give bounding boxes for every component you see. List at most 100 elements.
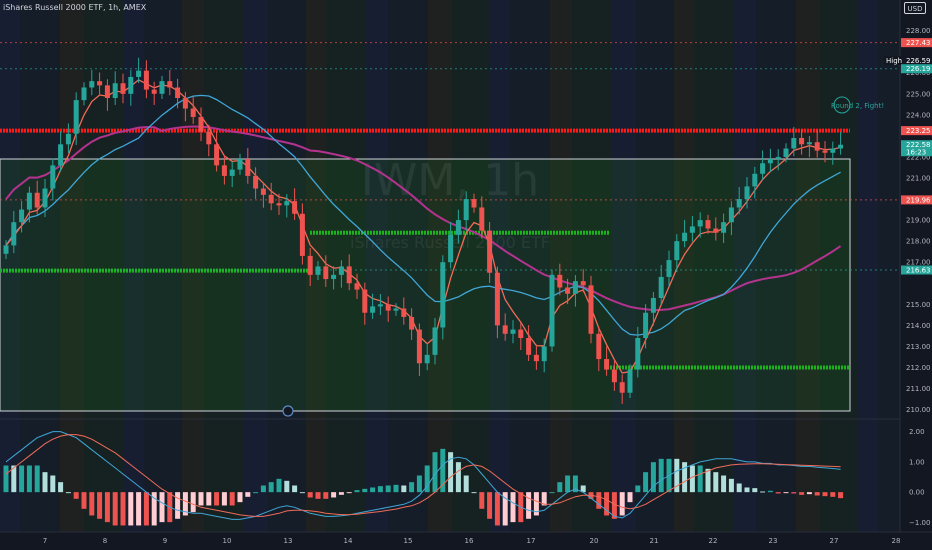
macd-pane xyxy=(3,431,844,526)
currency-badge[interactable]: USD xyxy=(904,2,926,14)
macd-histogram-bar xyxy=(806,492,812,495)
price-tick-label: 228.00 xyxy=(906,27,931,35)
time-tick-label: 22 xyxy=(709,537,718,545)
price-tick-label: 221.00 xyxy=(906,175,931,183)
candle-body xyxy=(479,207,485,231)
candle-body xyxy=(588,285,594,334)
macd-histogram-bar xyxy=(393,484,399,493)
macd-histogram-bar xyxy=(307,492,313,498)
session-band xyxy=(20,0,60,532)
candle-body xyxy=(767,159,773,164)
session-band xyxy=(550,0,572,532)
macd-histogram-bar xyxy=(775,492,781,494)
macd-histogram-bar xyxy=(682,462,688,493)
price-label-box xyxy=(901,38,932,48)
candle-body xyxy=(159,81,165,94)
candle-body xyxy=(81,87,87,101)
price-label-value: 223.25 xyxy=(906,127,931,135)
candle-body xyxy=(455,220,461,235)
macd-histogram-bar xyxy=(557,482,563,493)
macd-tick-label: −1.00 xyxy=(909,519,930,527)
price-label-value: 226.59 xyxy=(906,57,931,65)
candle-body xyxy=(643,312,649,338)
macd-histogram-bar xyxy=(635,485,641,493)
time-axis[interactable]: 7 8 9 10 13 14 15 16 17 20 21 22 23 27 28 xyxy=(43,537,901,545)
candle-body xyxy=(463,199,469,221)
candle-body xyxy=(19,209,25,223)
macd-tick-label: 0.00 xyxy=(909,489,925,497)
candle-body xyxy=(136,70,142,77)
macd-histogram-bar xyxy=(128,492,134,526)
macd-histogram-bar xyxy=(260,485,266,493)
candle-body xyxy=(448,234,454,263)
macd-histogram-bar xyxy=(198,492,204,506)
candle-body xyxy=(346,266,352,284)
watermark-symbol: IWM, 1h xyxy=(361,155,539,206)
macd-axis[interactable]: 2.00 1.00 0.00 −1.00 xyxy=(909,428,930,527)
price-label-value: 222.58 xyxy=(906,141,931,149)
macd-histogram-bar xyxy=(190,492,196,513)
macd-histogram-bar xyxy=(424,465,430,493)
session-band xyxy=(204,0,244,532)
candle-body xyxy=(206,131,212,145)
macd-histogram-bar xyxy=(432,452,438,493)
candle-body xyxy=(190,108,196,117)
time-tick-label: 16 xyxy=(465,537,474,545)
session-band xyxy=(694,0,734,532)
macd-histogram-bar xyxy=(26,465,32,493)
candle-body xyxy=(541,346,547,362)
price-tick-label: 224.00 xyxy=(906,111,931,119)
candle-body xyxy=(284,201,290,206)
macd-histogram-bar xyxy=(182,492,188,516)
price-label-box xyxy=(901,140,932,157)
macd-histogram-bar xyxy=(604,492,610,516)
session-band xyxy=(878,0,900,532)
candle-body xyxy=(689,226,695,233)
macd-histogram-bar xyxy=(502,492,508,526)
candle-body xyxy=(533,354,539,362)
macd-histogram-bar xyxy=(284,480,290,493)
candle-body xyxy=(650,298,656,313)
candle-body xyxy=(34,192,40,208)
macd-histogram-bar xyxy=(159,492,165,523)
macd-histogram-bar xyxy=(791,492,797,494)
macd-histogram-bar xyxy=(658,458,664,493)
macd-histogram-bar xyxy=(401,485,407,493)
range-box xyxy=(0,158,851,412)
session-band xyxy=(268,0,306,532)
macd-histogram-bar xyxy=(479,492,485,509)
candle-body xyxy=(799,138,805,145)
session-band xyxy=(124,0,144,532)
candle-body xyxy=(182,98,188,109)
annotation[interactable]: Round 2, Fight! xyxy=(831,96,884,114)
session-band xyxy=(572,0,612,532)
candle-body xyxy=(557,274,563,288)
candle-body xyxy=(494,272,500,326)
session-band xyxy=(820,0,858,532)
macd-histogram-bar xyxy=(619,492,625,516)
candle-body xyxy=(666,260,672,277)
macd-histogram-bar xyxy=(416,475,422,493)
price-label-value: 216.63 xyxy=(906,267,931,275)
candle-body xyxy=(151,89,157,94)
time-tick-label: 20 xyxy=(590,537,599,545)
price-label-tag: High xyxy=(886,57,902,65)
candle-body xyxy=(814,142,820,151)
macd-histogram-bar xyxy=(643,472,649,493)
candle-body xyxy=(518,329,524,338)
annotation-marker xyxy=(833,96,851,114)
session-band xyxy=(366,0,388,532)
price-tick-label: 212.00 xyxy=(906,364,931,372)
macd-tick-label: 2.00 xyxy=(909,428,925,436)
macd-histogram-bar xyxy=(65,492,71,494)
candle-body xyxy=(73,100,79,134)
price-axis[interactable]: 228.00226.00225.00224.00222.00221.00219.… xyxy=(906,27,931,414)
price-tick-label: 219.00 xyxy=(906,217,931,225)
macd-histogram-bar xyxy=(175,492,181,519)
price-label-box xyxy=(901,55,932,65)
timeline-marker-icon[interactable] xyxy=(282,405,294,417)
price-tick-label: 225.00 xyxy=(906,90,931,98)
macd-histogram-bar xyxy=(268,482,274,493)
price-label-value: 219.96 xyxy=(906,196,931,204)
